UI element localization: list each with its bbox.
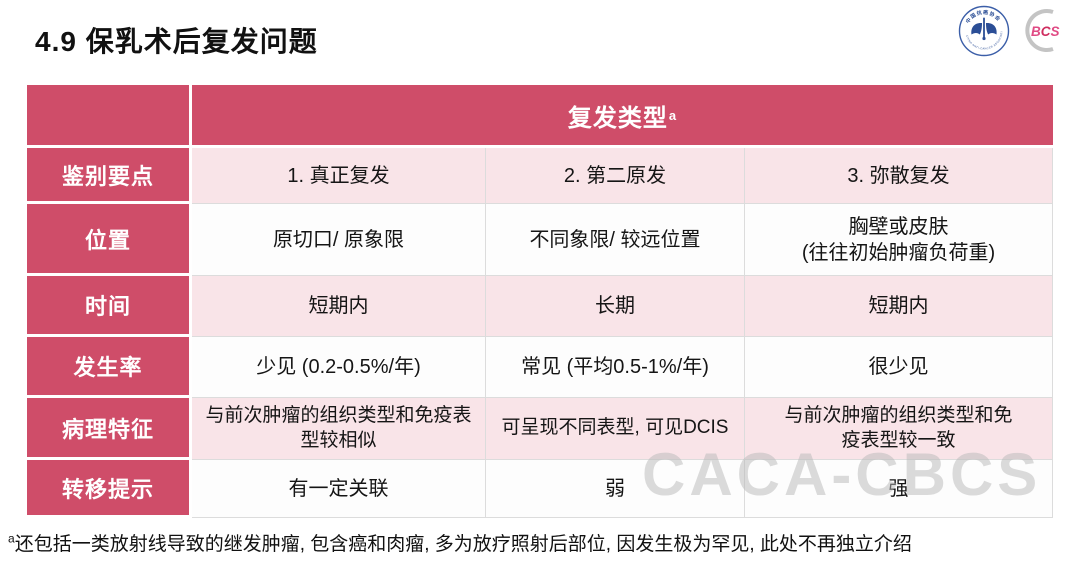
recurrence-table: 复发类型 a 鉴别要点 1. 真正复发 2. 第二原发 3. 弥散复发 位置 原切… <box>27 85 1053 518</box>
table-cell: 与前次肿瘤的组织类型和免 疫表型较一致 <box>745 398 1053 460</box>
footnote-text: 还包括一类放射线导致的继发肿瘤, 包含癌和肉瘤, 多为放疗照射后部位, 因发生极… <box>14 534 912 555</box>
caca-logo: 中国抗癌协会 CHINA ANTI-CANCER ASSOCIATION <box>958 5 1010 57</box>
cbcs-letter-c: C <box>1041 24 1051 39</box>
footnote-superscript: a <box>8 531 15 546</box>
table-cell: 短期内 <box>745 276 1053 337</box>
table-header-superscript: a <box>668 107 678 123</box>
table-corner-cell <box>27 85 192 148</box>
table-cell-diffuse-recurrence: 3. 弥散复发 <box>745 148 1053 204</box>
table-cell: 长期 <box>486 276 745 337</box>
row-header-metastasis-hint: 转移提示 <box>27 460 192 518</box>
table-cell: 弱 <box>486 460 745 518</box>
row-header-location: 位置 <box>27 204 192 276</box>
table-cell-second-primary: 2. 第二原发 <box>486 148 745 204</box>
svg-text:BCS: BCS <box>1031 24 1060 39</box>
cbcs-letter-b: B <box>1031 24 1041 39</box>
logo-group: 中国抗癌协会 CHINA ANTI-CANCER ASSOCIATION BCS <box>958 5 1070 57</box>
table-header-text: 复发类型 <box>567 104 668 132</box>
table-cell-true-recurrence: 1. 真正复发 <box>192 148 486 204</box>
row-header-time: 时间 <box>27 276 192 337</box>
table-cell: 有一定关联 <box>192 460 486 518</box>
table-header-recurrence-type: 复发类型 a <box>192 85 1053 148</box>
page-title: 4.9 保乳术后复发问题 <box>35 26 318 57</box>
table-cell: 与前次肿瘤的组织类型和免疫表 型较相似 <box>192 398 486 460</box>
cbcs-logo: BCS <box>1025 9 1060 52</box>
table-cell: 可呈现不同表型, 可见DCIS <box>486 398 745 460</box>
table-cell: 不同象限/ 较远位置 <box>486 204 745 276</box>
row-header-key-points: 鉴别要点 <box>27 148 192 204</box>
table-cell: 胸壁或皮肤 (往往初始肿瘤负荷重) <box>745 204 1053 276</box>
cbcs-crescent <box>1025 9 1054 52</box>
table-cell: 常见 (平均0.5-1%/年) <box>486 337 745 398</box>
table-cell: 原切口/ 原象限 <box>192 204 486 276</box>
cbcs-letter-s: S <box>1051 24 1060 39</box>
caca-crab-emblem <box>971 17 997 41</box>
footnote: a还包括一类放射线导致的继发肿瘤, 包含癌和肉瘤, 多为放疗照射后部位, 因发生… <box>8 529 912 556</box>
row-header-pathology: 病理特征 <box>27 398 192 460</box>
row-header-incidence: 发生率 <box>27 337 192 398</box>
table-cell: 很少见 <box>745 337 1053 398</box>
table-cell: 强 <box>745 460 1053 518</box>
table-cell: 少见 (0.2-0.5%/年) <box>192 337 486 398</box>
table-cell: 短期内 <box>192 276 486 337</box>
